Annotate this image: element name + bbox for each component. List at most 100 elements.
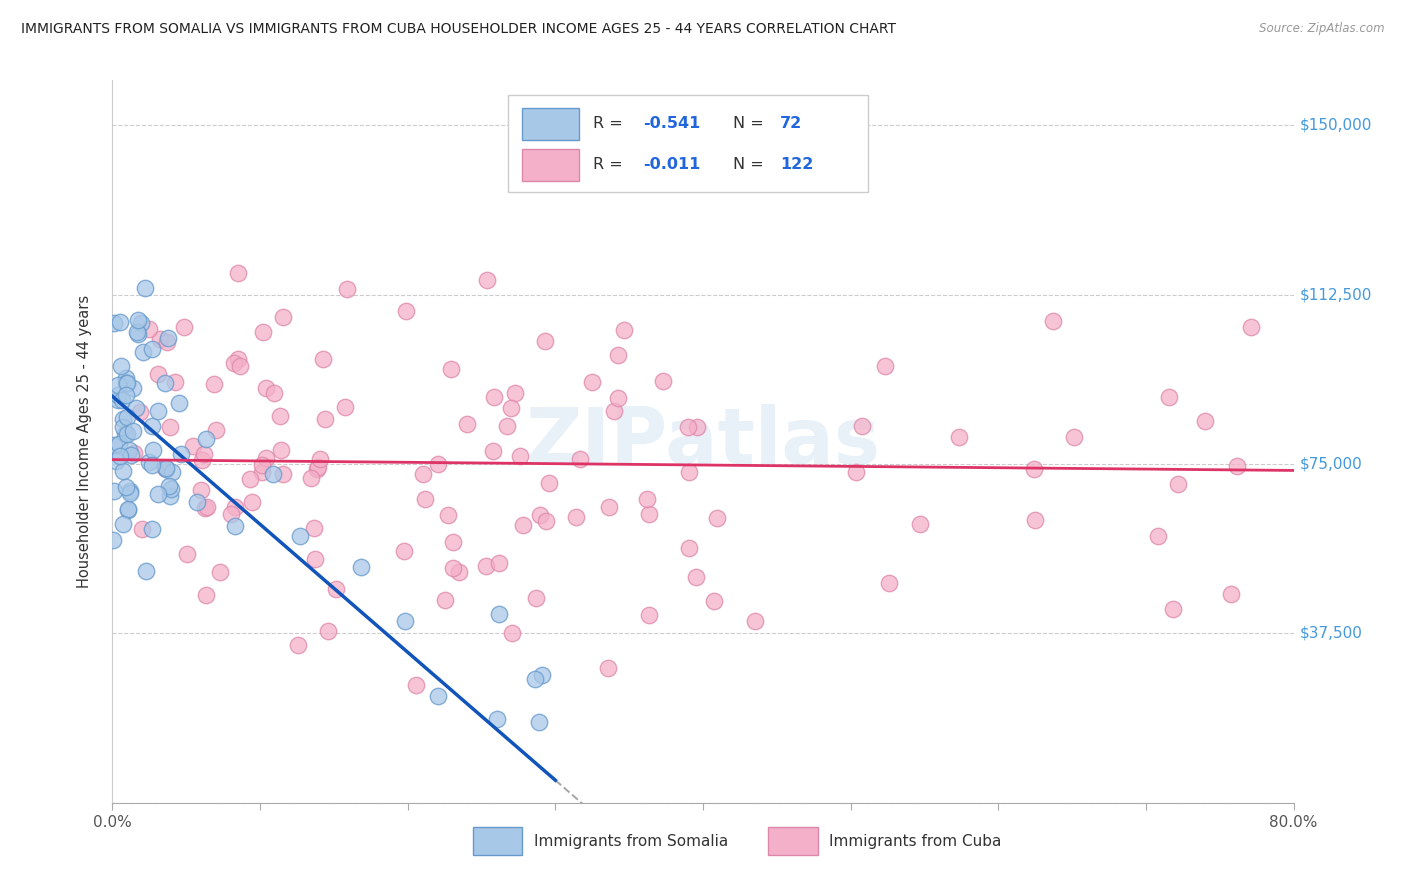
Point (103, 484, 125, 499)
Point (638, 608, 661, 623)
Point (118, 443, 141, 458)
Point (475, 559, 498, 574)
Point (1240, 319, 1263, 334)
Point (581, 375, 603, 389)
Point (1063, 429, 1085, 443)
Point (1147, 528, 1170, 542)
Point (108, 315, 131, 329)
Point (412, 467, 434, 481)
Point (160, 465, 183, 479)
Point (512, 518, 534, 533)
Point (229, 359, 252, 373)
Point (107, 378, 129, 392)
Point (108, 437, 131, 451)
Point (254, 450, 277, 465)
Point (1042, 314, 1064, 328)
Point (524, 591, 547, 605)
Point (127, 327, 149, 342)
Point (509, 449, 531, 463)
Point (155, 462, 177, 476)
Point (482, 443, 505, 458)
FancyBboxPatch shape (508, 95, 869, 193)
Point (873, 359, 896, 373)
Text: -0.011: -0.011 (643, 158, 700, 172)
Point (157, 331, 180, 345)
Point (122, 446, 145, 460)
Point (112, 411, 135, 425)
Point (485, 713, 508, 727)
Point (148, 486, 170, 500)
Point (271, 467, 294, 482)
Text: $112,500: $112,500 (1299, 287, 1372, 302)
Point (678, 541, 700, 555)
Point (170, 447, 193, 461)
Point (309, 452, 332, 467)
Point (441, 535, 464, 549)
Point (141, 522, 163, 536)
Text: Immigrants from Somalia: Immigrants from Somalia (534, 834, 728, 848)
Point (132, 344, 155, 359)
Point (1024, 513, 1046, 527)
Point (111, 419, 134, 434)
Point (254, 381, 277, 395)
Point (405, 678, 427, 692)
Point (437, 508, 460, 523)
Point (219, 507, 242, 521)
Point (159, 489, 181, 503)
Point (1219, 587, 1241, 601)
Text: $75,000: $75,000 (1299, 457, 1362, 472)
Point (155, 461, 177, 475)
Point (167, 396, 190, 410)
Point (118, 483, 141, 498)
Point (606, 391, 628, 405)
Text: N =: N = (733, 158, 769, 172)
Point (224, 500, 246, 515)
Point (613, 323, 636, 337)
Point (146, 404, 169, 418)
Point (115, 376, 138, 390)
Point (392, 544, 415, 558)
Point (138, 321, 160, 335)
Point (111, 393, 134, 408)
Point (686, 420, 709, 434)
Point (568, 451, 591, 466)
FancyBboxPatch shape (472, 828, 522, 855)
Point (224, 518, 246, 533)
Text: 122: 122 (780, 158, 813, 172)
Point (157, 479, 180, 493)
Point (153, 461, 176, 475)
Text: Immigrants from Cuba: Immigrants from Cuba (830, 834, 1001, 848)
Point (121, 424, 143, 438)
Point (226, 266, 249, 280)
Point (307, 462, 329, 476)
Point (117, 409, 139, 424)
FancyBboxPatch shape (768, 828, 817, 855)
Point (307, 459, 329, 474)
Point (263, 386, 285, 401)
Point (603, 403, 626, 417)
Point (714, 167, 737, 181)
Point (193, 446, 215, 460)
Point (529, 508, 551, 523)
Text: N =: N = (733, 117, 769, 131)
Point (195, 500, 218, 514)
Point (503, 386, 526, 401)
Point (120, 486, 142, 500)
Point (440, 361, 463, 376)
Point (125, 325, 148, 339)
Point (744, 614, 766, 628)
Point (107, 388, 129, 402)
Point (194, 500, 217, 515)
Point (156, 334, 179, 349)
Text: -0.541: -0.541 (643, 117, 700, 131)
Point (262, 467, 284, 482)
Text: R =: R = (593, 158, 628, 172)
Point (121, 381, 143, 395)
FancyBboxPatch shape (522, 149, 579, 180)
Point (273, 310, 295, 325)
Point (176, 548, 198, 562)
Point (115, 426, 138, 441)
Point (501, 625, 523, 640)
Point (706, 511, 728, 525)
Point (495, 419, 517, 434)
